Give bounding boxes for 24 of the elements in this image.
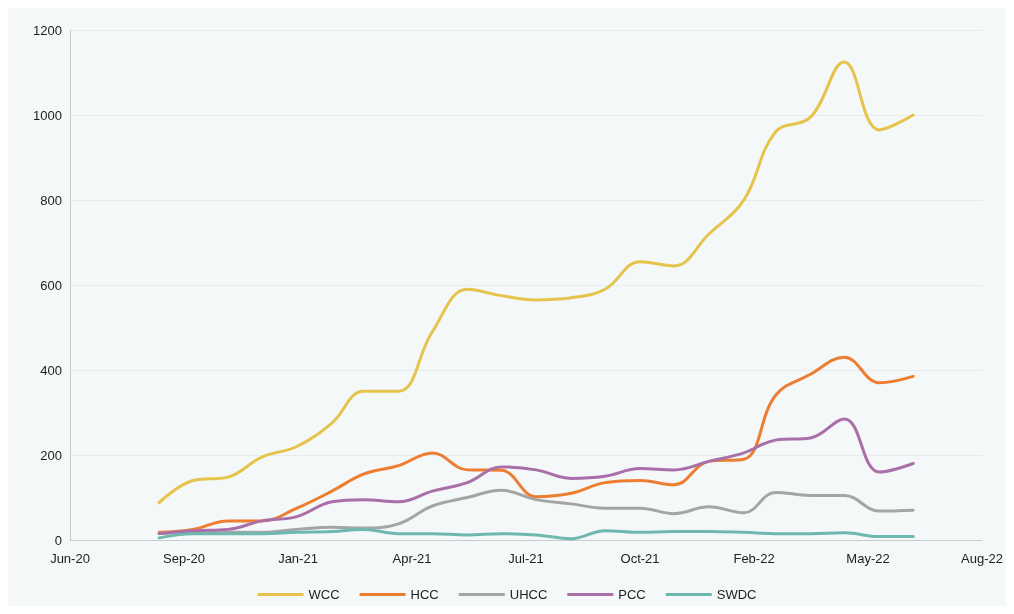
x-tick-label: Oct-21 <box>620 551 660 566</box>
y-tick-label: 1000 <box>33 107 62 123</box>
legend-label: PCC <box>618 587 646 602</box>
line-series <box>157 527 915 541</box>
x-tick-label: Jul-21 <box>508 551 544 566</box>
line-series <box>157 60 915 505</box>
y-tick-label: 0 <box>54 532 62 548</box>
y-tick-label: 400 <box>40 362 62 378</box>
legend-label: WCC <box>308 587 340 602</box>
x-tick-label: May-22 <box>846 551 890 566</box>
legend-label: SWDC <box>716 587 757 602</box>
x-tick-label: Jun-20 <box>50 551 90 566</box>
legend-label: UHCC <box>509 587 548 602</box>
y-tick-label: 200 <box>40 447 62 463</box>
x-tick-label: Aug-22 <box>961 551 1003 566</box>
y-tick-label: 1200 <box>33 22 62 38</box>
x-tick-label: Apr-21 <box>392 551 432 566</box>
x-tick-label: Jan-21 <box>278 551 318 566</box>
legend-label: HCC <box>410 587 439 602</box>
y-tick-label: 800 <box>40 192 62 208</box>
line-series <box>157 417 915 536</box>
x-tick-label: Sep-20 <box>163 551 205 566</box>
y-tick-label: 600 <box>40 277 62 293</box>
x-tick-label: Feb-22 <box>733 551 775 566</box>
